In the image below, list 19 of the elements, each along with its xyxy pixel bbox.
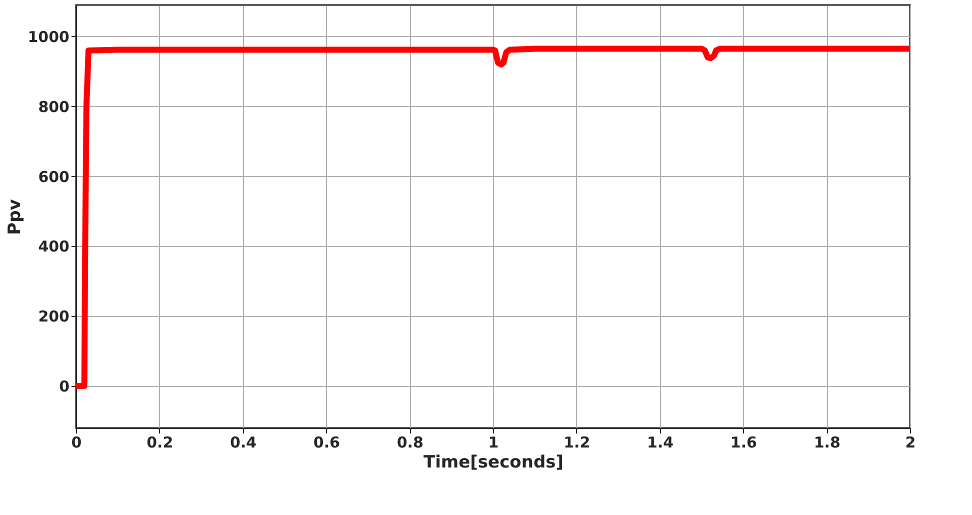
y-tick-label: 400 xyxy=(38,238,70,256)
y-axis-title: Ppv xyxy=(4,199,25,235)
x-axis-title: Time[seconds] xyxy=(423,452,564,472)
x-tick-label: 0.2 xyxy=(146,434,174,452)
x-tick-label: 0.6 xyxy=(313,434,340,452)
y-tick-label: 800 xyxy=(38,98,70,116)
x-tick-label: 0.4 xyxy=(230,434,257,452)
y-tick-label: 600 xyxy=(38,168,70,186)
x-tick-label: 1.6 xyxy=(730,434,757,452)
x-tick-label: 0.8 xyxy=(396,434,424,452)
x-tick-label: 2 xyxy=(905,434,916,452)
y-tick-label: 200 xyxy=(38,308,70,326)
y-tick-label: 1000 xyxy=(28,28,70,46)
x-tick-label: 1.4 xyxy=(647,434,674,452)
x-tick-label: 1.2 xyxy=(564,434,590,452)
y-tick-label: 0 xyxy=(59,378,70,396)
x-tick-label: 1.8 xyxy=(814,434,840,452)
x-tick-label: 0 xyxy=(71,434,82,452)
x-tick-label: 1 xyxy=(488,434,499,452)
